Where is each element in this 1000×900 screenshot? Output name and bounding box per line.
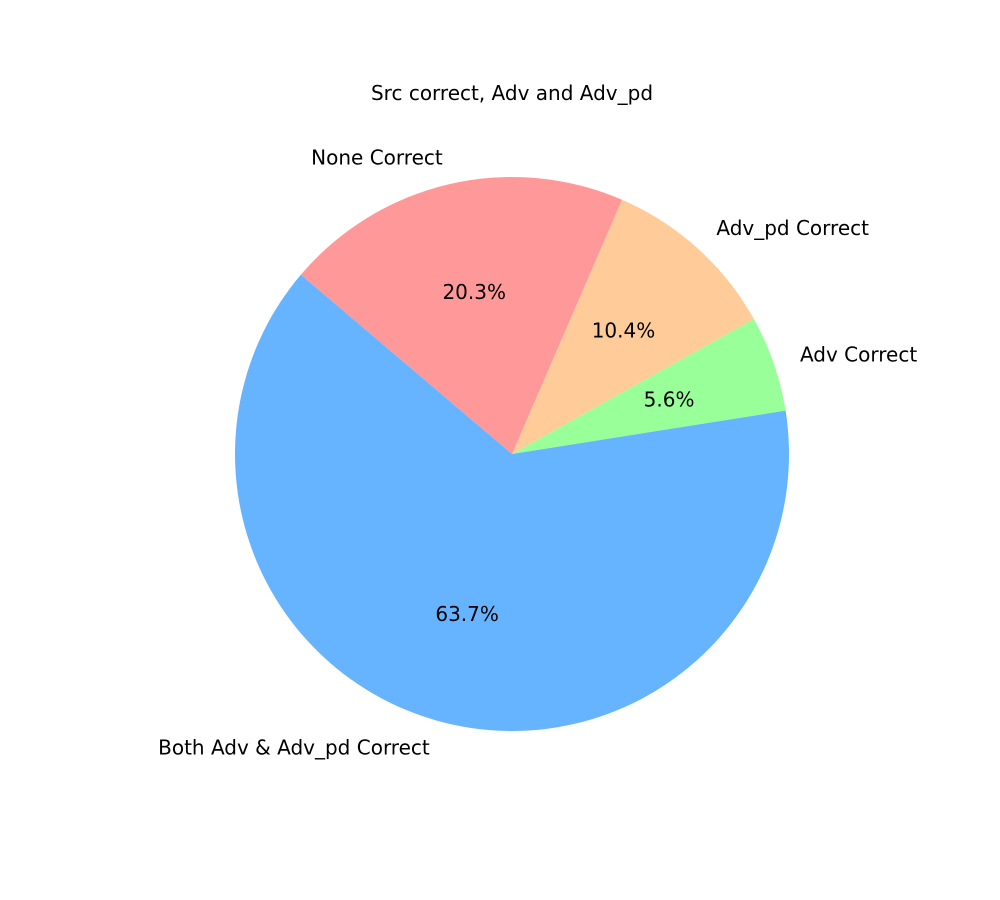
slice-percent-adv-correct: 5.6% (644, 388, 695, 412)
pie-slice-both-adv-adv-pd-correct (235, 274, 790, 732)
slice-percent-none-correct: 20.3% (442, 280, 506, 304)
slice-percent-both-adv-adv-pd-correct: 63.7% (435, 602, 499, 626)
slice-label-none-correct: None Correct (311, 145, 443, 169)
chart-title: Src correct, Adv and Adv_pd (371, 81, 653, 105)
pie-slice-adv-correct (512, 319, 786, 454)
slice-label-both-adv-adv-pd-correct: Both Adv & Adv_pd Correct (158, 735, 430, 759)
pie-slice-adv-pd-correct (512, 199, 754, 454)
pie-slices (235, 176, 790, 732)
slice-label-adv-pd-correct: Adv_pd Correct (716, 216, 869, 240)
slice-label-adv-correct: Adv Correct (800, 342, 917, 366)
pie-slice-none-correct (300, 176, 623, 455)
slice-percent-adv-pd-correct: 10.4% (592, 319, 656, 343)
pie-labels: Adv Correct 5.6% Adv_pd Correct 10.4% None C… (158, 145, 917, 759)
